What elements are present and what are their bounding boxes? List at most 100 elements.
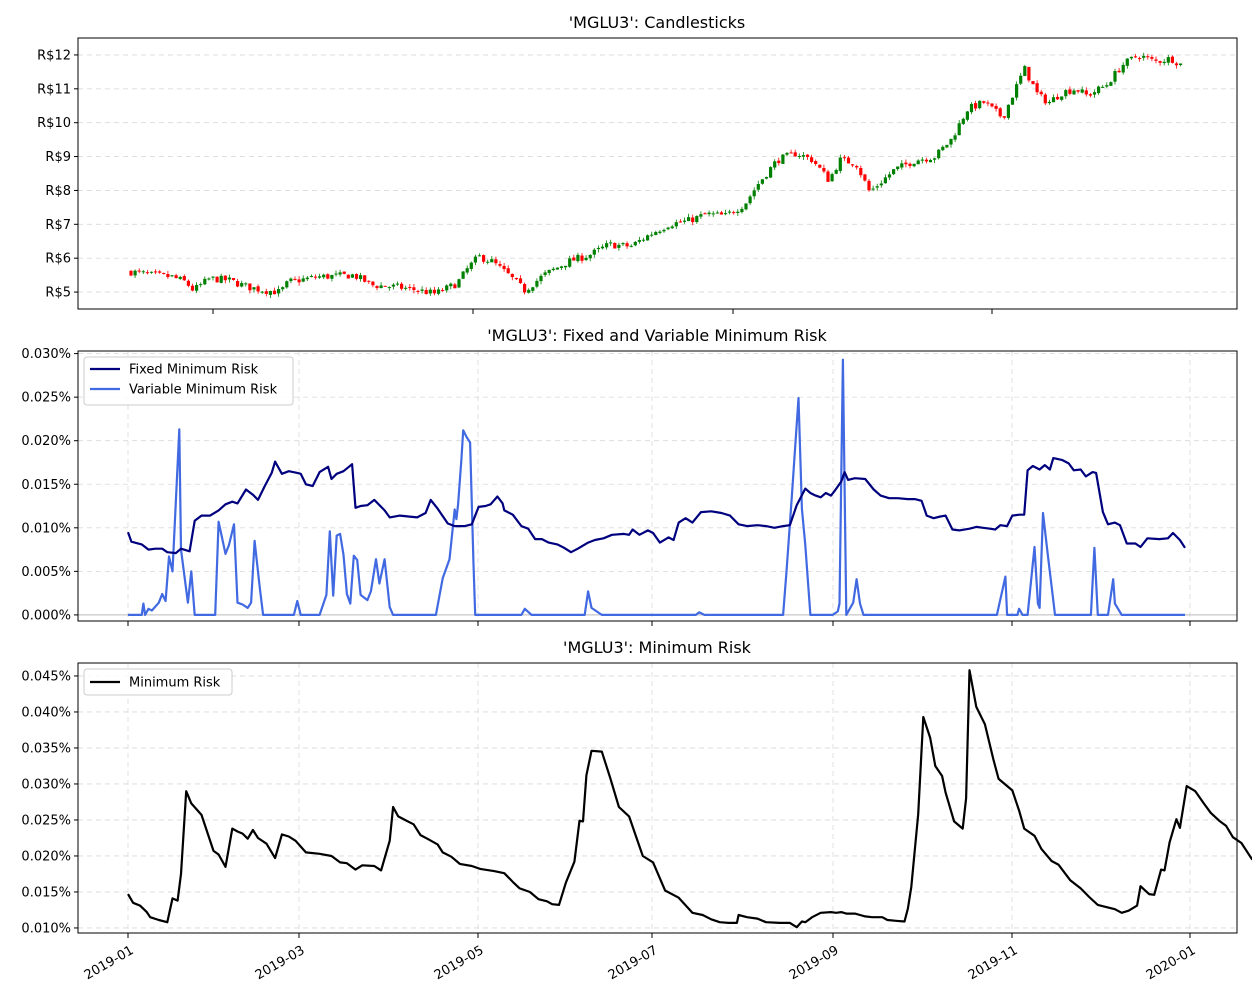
candle-body: [728, 211, 732, 213]
candle-body: [555, 267, 559, 270]
candle-body: [281, 287, 285, 290]
series-line-variable-minimum-risk: [128, 358, 1185, 616]
candle-body: [309, 275, 313, 277]
candle-body: [949, 138, 953, 145]
candle-body: [756, 184, 760, 190]
minimum-risk-plot-frame: [77, 662, 1238, 934]
candle-body: [887, 174, 892, 178]
y-tick-label: 0.020%: [21, 849, 71, 864]
candle-body: [818, 164, 822, 168]
candle-body: [707, 212, 711, 215]
candle-body: [543, 272, 547, 275]
candle-body: [199, 284, 203, 286]
candle-body: [256, 286, 260, 292]
fixed-variable-risk-x-ticks: [127, 621, 1191, 626]
candle-body: [133, 270, 137, 276]
candle-body: [551, 268, 555, 271]
candle-body: [580, 255, 584, 261]
candle-body: [502, 265, 506, 270]
candle-body: [363, 275, 367, 282]
candle-body: [158, 271, 162, 273]
candle-body: [957, 123, 961, 136]
candle-body: [207, 278, 211, 280]
candle-body: [453, 284, 457, 289]
candle-body: [272, 290, 277, 295]
legend-label-fixed-minimum-risk: Fixed Minimum Risk: [129, 363, 259, 378]
candle-body: [137, 270, 141, 272]
minimum-risk-series: [127, 669, 1252, 929]
candle-body: [277, 289, 281, 294]
candle-body: [736, 211, 740, 213]
candle-body: [166, 274, 170, 278]
candle-body: [933, 158, 937, 160]
candle-body: [186, 280, 190, 286]
candle-body: [805, 154, 810, 157]
candle-body: [203, 278, 207, 285]
candle-body: [432, 289, 436, 294]
candle-body: [1109, 82, 1113, 86]
candle-body: [748, 196, 752, 204]
candle-body: [523, 284, 527, 293]
candle-body: [354, 274, 359, 279]
candle-body: [1056, 96, 1060, 100]
candle-body: [1166, 57, 1170, 63]
candle-body: [867, 180, 871, 191]
candle-body: [1031, 81, 1035, 85]
candle-body: [1047, 101, 1051, 104]
candle-body: [400, 283, 404, 289]
candle-body: [621, 243, 625, 245]
y-tick-label: 0.020%: [21, 434, 71, 449]
candle-body: [916, 160, 920, 165]
candle-body: [851, 164, 855, 166]
x-tick-label: 2019-03: [253, 943, 308, 983]
candle-body: [719, 212, 723, 215]
candle-body: [1080, 89, 1084, 93]
candle-body: [174, 275, 178, 278]
candle-body: [810, 157, 814, 163]
candle-body: [301, 278, 305, 282]
candle-body: [387, 287, 391, 289]
candle-body: [244, 283, 248, 285]
candle-body: [404, 287, 408, 289]
candle-body: [695, 216, 699, 223]
candle-body: [875, 186, 879, 188]
fixed-variable-risk-title: 'MGLU3': Fixed and Variable Minimum Risk: [487, 326, 827, 345]
candle-body: [313, 276, 318, 278]
candle-body: [1015, 84, 1019, 98]
fixed-variable-risk-plot-frame: [77, 350, 1238, 622]
candle-body: [732, 212, 736, 214]
candlestick-grid: [78, 54, 1237, 293]
candle-body: [330, 274, 334, 279]
candle-body: [1117, 70, 1121, 73]
candle-body: [969, 103, 974, 113]
candle-body: [318, 276, 322, 278]
y-tick-label: 0.000%: [21, 608, 71, 623]
candle-body: [1088, 94, 1092, 96]
candle-body: [215, 276, 219, 283]
candle-body: [1039, 91, 1043, 95]
candle-body: [240, 283, 244, 287]
y-tick-label: 0.005%: [21, 565, 71, 580]
candle-body: [613, 242, 617, 249]
y-tick-label: R$5: [45, 286, 71, 301]
candle-body: [777, 160, 781, 164]
minimum-risk-y-axis: 0.010% 0.015% 0.020% 0.025% 0.030% 0.035% 0.04…: [21, 669, 78, 936]
y-tick-label: 0.015%: [21, 885, 71, 900]
candle-body: [465, 268, 469, 273]
candle-body: [769, 167, 773, 178]
y-tick-label: R$7: [45, 218, 71, 233]
candle-body: [248, 283, 252, 291]
candle-body: [670, 226, 674, 229]
candle-body: [699, 214, 703, 217]
y-tick-label: 0.025%: [21, 813, 71, 828]
candle-body: [896, 166, 900, 170]
candle-body: [941, 146, 945, 151]
candle-body: [539, 275, 543, 282]
candle-body: [654, 232, 658, 235]
y-tick-label: 0.030%: [21, 347, 71, 362]
candle-body: [359, 275, 363, 280]
candle-body: [637, 240, 641, 242]
candle-body: [391, 284, 395, 287]
candle-body: [531, 287, 535, 291]
